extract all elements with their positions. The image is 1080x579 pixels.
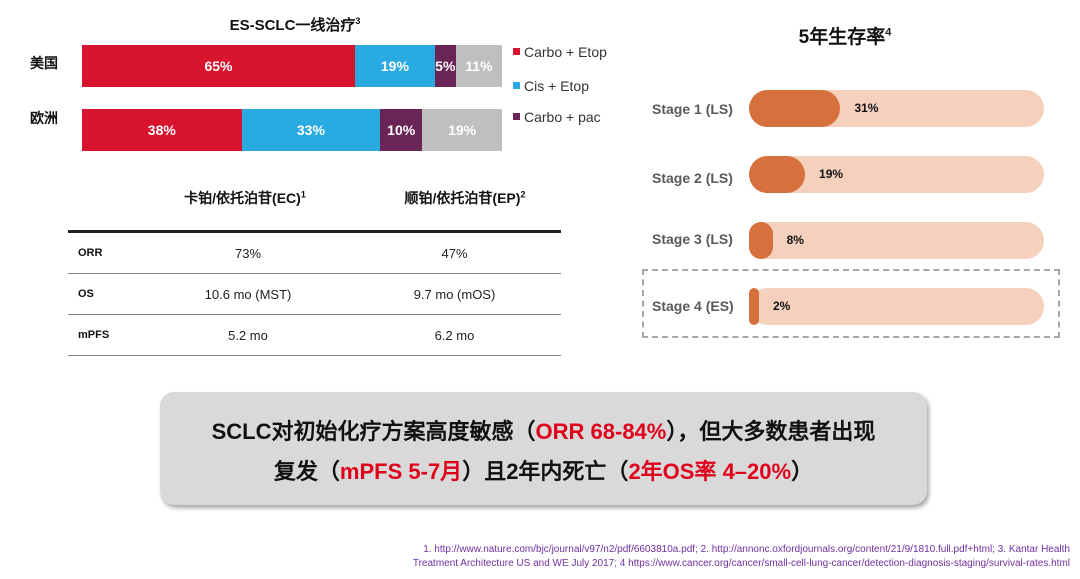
stacked-bar-eu: 38% 33% 10% 19% — [82, 109, 502, 151]
stage-label: Stage 4 (ES) — [652, 298, 734, 314]
survival-chart-title: 5年生存率4 — [755, 22, 935, 49]
row-label-us: 美国 — [30, 55, 58, 71]
table-col-header-ep-text: 顺铂/依托泊苷(EP) — [404, 190, 521, 206]
stacked-bar-segment: 38% — [82, 109, 242, 151]
stacked-chart-title-footnote-ref: 3 — [355, 16, 361, 26]
summary-highlight-os: 2年OS率 4–20% — [628, 459, 792, 484]
table-cell-ep: 9.7 mo (mOS) — [413, 286, 496, 302]
references-footnote: 1. http://www.nature.com/bjc/journal/v97… — [250, 543, 1070, 571]
summary-text: 复发（ — [273, 459, 340, 484]
stage4-highlight-box — [642, 269, 1060, 338]
summary-highlight-mpfs: mPFS 5-7月 — [339, 459, 463, 484]
legend-swatch — [513, 112, 520, 120]
survival-chart-title-text: 5年生存率 — [798, 27, 886, 48]
stacked-bar-segment: 19% — [355, 45, 435, 87]
table-col-header-ep-footnote-ref: 2 — [520, 189, 526, 200]
segment-value-label: 10% — [387, 122, 416, 138]
survival-value-label: 31% — [854, 101, 879, 115]
survival-chart-title-footnote-ref: 4 — [885, 26, 892, 39]
table-col-header-ec-text: 卡铂/依托泊苷(EC) — [184, 190, 301, 206]
stacked-bar-segment: 65% — [82, 45, 355, 87]
table-row-label: ORR — [78, 247, 103, 259]
table-cell-ep: 47% — [441, 245, 468, 261]
summary-text: ） — [791, 459, 814, 484]
table-col-header-ec-footnote-ref: 1 — [300, 189, 306, 200]
legend-swatch — [513, 47, 520, 55]
segment-value-label: 65% — [204, 58, 233, 74]
survival-value-label: 8% — [786, 233, 804, 247]
table-row: mPFS 5.2 mo 6.2 mo — [68, 315, 561, 356]
stage-label: Stage 2 (LS) — [652, 170, 733, 186]
stage-label: Stage 1 (LS) — [652, 101, 733, 117]
survival-bar-track: 19% — [749, 156, 1044, 193]
table-col-header-ep: 顺铂/依托泊苷(EP)2 — [375, 188, 555, 208]
legend-label: Cis + Etop — [524, 78, 589, 94]
legend-swatch — [513, 81, 520, 89]
table-cell-ec: 73% — [234, 245, 262, 261]
table-cell-ec: 5.2 mo — [228, 327, 268, 343]
table-cell-ec: 10.6 mo (MST) — [204, 286, 292, 302]
segment-value-label: 5% — [435, 58, 456, 74]
stage-label: Stage 3 (LS) — [652, 231, 733, 247]
legend-label: Carbo + Etop — [524, 44, 607, 60]
survival-bar-fill — [749, 156, 806, 193]
legend-label: Carbo + pac — [524, 109, 601, 125]
stacked-bar-segment: 19% — [422, 109, 502, 151]
legend-item-carbo-etop: Carbo + Etop — [513, 44, 607, 60]
survival-bar-track: 8% — [749, 222, 1044, 259]
survival-bar-fill — [749, 222, 773, 259]
segment-value-label: 38% — [147, 122, 176, 138]
segment-value-label: 11% — [465, 58, 493, 74]
table-col-header-ec: 卡铂/依托泊苷(EC)1 — [150, 188, 340, 208]
table-row: ORR 73% 47% — [68, 233, 561, 274]
table-row-label: OS — [78, 288, 94, 300]
stacked-bar-segment: 5% — [434, 45, 456, 87]
survival-value-label: 19% — [819, 167, 844, 181]
survival-bar-fill — [749, 90, 841, 127]
table-row: OS 10.6 mo (MST) 9.7 mo (mOS) — [68, 274, 561, 315]
segment-value-label: 19% — [380, 58, 409, 74]
summary-line-1: SCLC对初始化疗方案高度敏感（ORR 68-84%），但大多数患者出现 — [160, 412, 927, 452]
segment-value-label: 19% — [448, 122, 477, 138]
survival-bar-track: 2% — [749, 288, 1044, 325]
summary-text: ）且2年内死亡（ — [462, 459, 629, 484]
stacked-chart-title-text: ES-SCLC一线治疗 — [229, 17, 356, 34]
row-label-eu: 欧洲 — [30, 110, 58, 126]
legend-item-carbo-pac: Carbo + pac — [513, 109, 601, 125]
summary-text: SCLC对初始化疗方案高度敏感（ — [211, 419, 536, 444]
survival-bar-track: 31% — [749, 90, 1044, 127]
segment-value-label: 33% — [296, 122, 325, 138]
survival-value-label: 2% — [773, 299, 791, 313]
stacked-chart-title: ES-SCLC一线治疗3 — [0, 14, 590, 35]
survival-bar-fill — [749, 288, 759, 325]
footnote-line: Treatment Architecture US and WE July 20… — [412, 558, 1070, 569]
summary-text: ），但大多数患者出现 — [666, 419, 876, 444]
stacked-bar-segment: 10% — [380, 109, 423, 151]
summary-callout: SCLC对初始化疗方案高度敏感（ORR 68-84%），但大多数患者出现 复发（… — [160, 392, 927, 505]
stacked-bar-us: 65% 19% 5% 11% — [82, 45, 502, 87]
comparison-table: ORR 73% 47% OS 10.6 mo (MST) 9.7 mo (mOS… — [68, 230, 561, 356]
stacked-bar-segment: 11% — [455, 45, 502, 87]
summary-line-2: 复发（mPFS 5-7月）且2年内死亡（2年OS率 4–20%） — [160, 452, 927, 492]
legend-item-cis-etop: Cis + Etop — [513, 78, 589, 94]
table-cell-ep: 6.2 mo — [434, 327, 475, 343]
summary-highlight-orr: ORR 68-84% — [535, 419, 667, 444]
stacked-bar-segment: 33% — [241, 109, 381, 151]
footnote-line: 1. http://www.nature.com/bjc/journal/v97… — [423, 544, 1070, 555]
table-row-label: mPFS — [78, 329, 110, 341]
